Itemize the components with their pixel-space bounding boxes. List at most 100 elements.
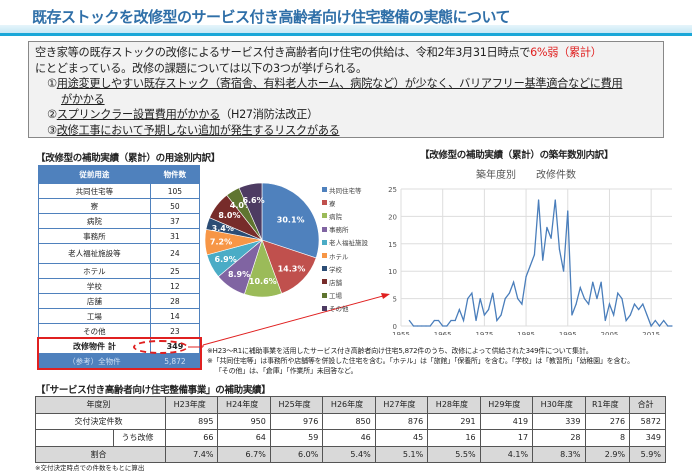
legend-swatch — [322, 226, 327, 232]
usage-row: 老人福祉施設等 24 — [38, 243, 201, 264]
pie-label: 8.0% — [218, 211, 240, 220]
data-point — [533, 254, 536, 256]
pie-slice — [238, 182, 263, 241]
header-cell: H24年度 — [217, 396, 271, 414]
data-point — [421, 325, 423, 327]
data-point — [475, 319, 477, 322]
legend-swatch — [322, 200, 327, 206]
summary-line2: にとどまっている。改修の課題については以下の3つが挙げられる。 — [35, 61, 367, 75]
data-point — [529, 265, 531, 267]
data-point — [450, 319, 452, 322]
legend-label: 病院 — [329, 212, 342, 221]
header-cell: 年度別 — [35, 396, 166, 414]
legend-swatch — [322, 292, 327, 298]
legend-swatch — [322, 305, 327, 311]
data-point — [588, 303, 590, 305]
legend-swatch — [322, 239, 327, 245]
value-cell: 28 — [532, 429, 586, 447]
data-point — [425, 325, 427, 327]
legend-label: その他 — [329, 305, 349, 314]
data-point — [483, 314, 485, 316]
y-tick-label: 15 — [388, 241, 397, 249]
issue-2: ②スプリンクラー設置費用がかかる（H27消防法改正） — [47, 108, 319, 121]
value-cell: 276 — [584, 412, 631, 430]
data-point — [583, 298, 586, 300]
data-point — [462, 319, 465, 322]
renovation-row: うち改修 66 64 59 46 45 16 17 28 8 349 — [35, 429, 666, 447]
legend-label: 寮 — [329, 199, 336, 208]
pie-label: 6.6% — [242, 196, 264, 205]
header-cell: H23年度 — [164, 396, 219, 414]
data-point — [471, 292, 473, 294]
data-point — [650, 325, 652, 327]
value-cell: 64 — [217, 429, 271, 447]
data-point — [417, 325, 419, 327]
value-cell: 16 — [427, 429, 481, 447]
value-cell: 5.1% — [374, 445, 429, 463]
value-cell: 17 — [479, 429, 534, 447]
data-point — [517, 298, 519, 300]
highlight-box — [37, 337, 202, 370]
legend-swatch — [322, 253, 327, 259]
y-tick-label: 5 — [393, 296, 397, 304]
data-point — [638, 308, 640, 311]
data-point — [542, 259, 544, 261]
summary-box: 空き家等の既存ストックの改修によるサービス付き高齢者向け住宅の供給は、令和2年3… — [28, 41, 664, 138]
header-cell: H25年度 — [269, 396, 324, 414]
legend-label: 共同住宅等 — [329, 186, 362, 195]
legend-label: 学校 — [329, 265, 342, 274]
arrow-head — [381, 293, 390, 299]
value-cell: 45 — [374, 429, 429, 447]
value-cell: 7.4% — [164, 445, 219, 463]
title-band — [0, 25, 692, 35]
legend-item: 老人福祉施設 — [322, 236, 368, 249]
note-3: 「その他」は、「倉庫」「作業所」未回答など。 — [215, 367, 358, 375]
legend-label: 老人福祉施設 — [329, 239, 368, 248]
highlight-ellipse — [133, 340, 188, 354]
data-point — [667, 325, 669, 327]
year-line-chart: 0 5 10 15 20 25 1955 1965 1975 1985 1995 2005 2015 — [388, 186, 673, 335]
data-point — [600, 281, 602, 283]
line-chart-title: 築年度別 改修件数 — [476, 170, 576, 181]
data-point — [604, 319, 606, 322]
data-point — [671, 325, 673, 327]
data-point — [437, 319, 440, 322]
value-cell: 976 — [269, 412, 324, 430]
pie-label: 30.1% — [277, 215, 305, 224]
data-point — [633, 303, 636, 305]
note-2: ※「共同住宅等」は事務所や店舗等を併設した住宅を含む。「ホテル」は「旅館」「保養… — [207, 357, 634, 365]
value-cell: 291 — [427, 412, 481, 430]
legend-label: 工場 — [329, 292, 342, 301]
pie-legend: 共同住宅等寮病院 事務所 老人福祉施設 ホテル 学校 店舗 工場 その他 — [322, 183, 368, 315]
header-row: 年度別 H23年度 H24年度 H25年度 H26年度 H27年度 H28年度 H29年度 H3… — [35, 396, 666, 414]
data-point — [500, 314, 502, 316]
title-underline — [0, 33, 692, 36]
pie-slice — [261, 239, 317, 294]
subsidy-table: 年度別 H23年度 H24年度 H25年度 H26年度 H27年度 H28年度 H29年度 H3… — [35, 396, 666, 463]
header-cell: H30年度 — [532, 396, 586, 414]
decided-row: 交付決定件数 895 950 976 850 876 291 419 339 276 5872 — [35, 412, 666, 430]
pie-slice — [261, 182, 320, 259]
value-cell: 8.3% — [532, 445, 586, 463]
x-tick-label: 1965 — [434, 331, 452, 335]
value-cell: 6.0% — [269, 445, 324, 463]
x-tick-label: 1975 — [475, 331, 493, 335]
value-cell: 339 — [532, 412, 586, 430]
x-tick-label: 1995 — [559, 331, 577, 335]
y-tick-label: 20 — [388, 213, 397, 221]
x-tick-label: 1955 — [392, 331, 410, 335]
usage-row: 共同住宅等 105 — [38, 183, 201, 199]
pie-label: 3.4% — [212, 224, 234, 233]
data-point — [575, 303, 577, 305]
usage-heading: 【改修型の補助実績（累計）の用途別内訳】 — [36, 153, 221, 164]
data-point — [412, 325, 415, 327]
pie-label: 7.2% — [210, 238, 232, 247]
data-point — [621, 298, 623, 300]
notes: ※H23～R1に補助事業を活用したサービス付き高齢者向け住宅5,872件のうち、… — [207, 346, 634, 376]
data-point — [554, 199, 556, 201]
legend-item: 事務所 — [322, 223, 368, 236]
value-cell: 66 — [164, 429, 219, 447]
header-cell: H26年度 — [322, 396, 376, 414]
y-tick-label: 10 — [388, 268, 397, 276]
data-point — [458, 308, 460, 311]
